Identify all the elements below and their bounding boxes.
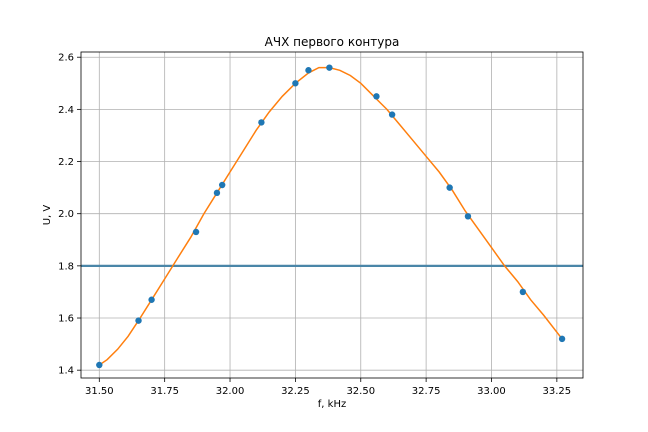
data-point <box>96 361 103 369</box>
y-tick-label: 1.4 <box>58 366 74 377</box>
x-tick-label: 32.25 <box>281 386 310 397</box>
x-tick-label: 33.00 <box>477 386 506 397</box>
data-point <box>192 228 200 236</box>
data-point <box>558 335 566 343</box>
y-axis-label: U, V <box>42 205 53 226</box>
data-point <box>258 119 265 126</box>
fit-curve <box>98 66 563 366</box>
data-point <box>464 213 472 220</box>
y-tick-label: 1.8 <box>58 261 74 272</box>
data-point <box>213 189 221 197</box>
data-point <box>148 296 155 303</box>
y-tick-label: 2.2 <box>58 157 74 168</box>
grid <box>81 52 583 378</box>
y-tick-label: 2.0 <box>58 209 74 220</box>
y-tick-label: 1.6 <box>58 314 74 325</box>
data-point <box>388 111 396 118</box>
y-tick-label: 2.4 <box>58 105 74 116</box>
data-point <box>135 317 142 324</box>
x-tick-label: 31.75 <box>150 386 179 397</box>
y-tick-label: 2.6 <box>58 53 74 64</box>
data-point <box>292 80 299 87</box>
data-point <box>519 288 527 296</box>
data-point <box>326 64 333 71</box>
plot-area <box>81 64 583 369</box>
x-tick-label: 33.25 <box>543 386 572 397</box>
x-tick-label: 32.75 <box>412 386 441 397</box>
data-point <box>305 67 312 74</box>
x-axis-label: f, kHz <box>318 399 346 410</box>
axes-frame <box>80 51 584 379</box>
data-point <box>218 181 226 189</box>
x-tick-label: 32.50 <box>346 386 375 397</box>
x-tick-label: 31.50 <box>85 386 114 397</box>
data-point <box>373 93 380 100</box>
x-tick-label: 32.00 <box>216 386 245 397</box>
data-point <box>446 184 453 191</box>
ticks: 31.50 31.75 32.00 32.25 32.50 32.75 33.00 33.25… <box>58 53 571 397</box>
chart-title: АЧХ первого контура <box>265 35 400 49</box>
